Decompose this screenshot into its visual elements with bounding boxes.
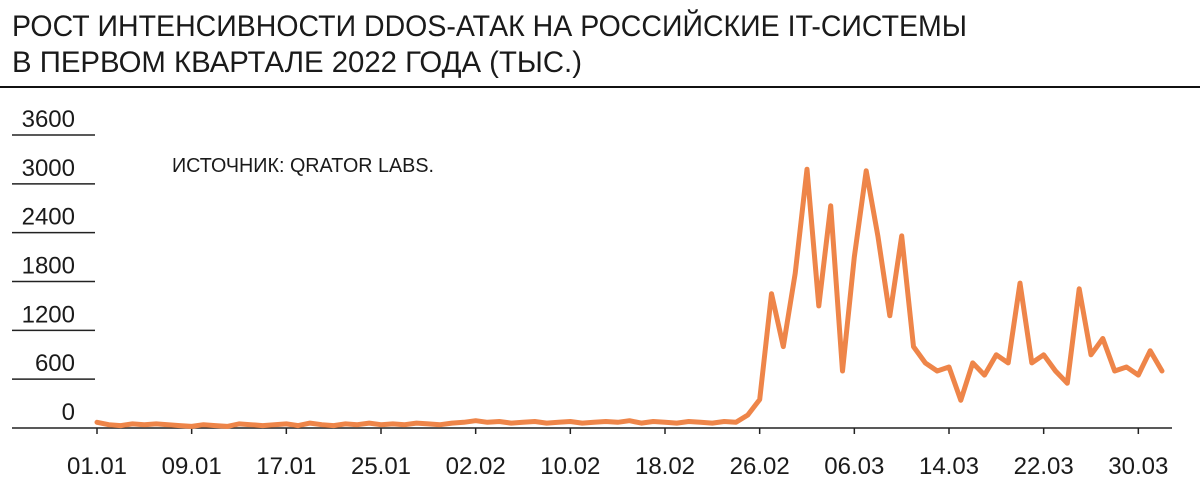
y-tick-label: 1800 (22, 253, 75, 280)
y-tick-label: 0 (62, 399, 75, 426)
chart-title: В ПЕРВОМ КВАРТАЛЕ 2022 ГОДА (ТЫС.) (12, 46, 582, 79)
x-tick-label: 10.02 (540, 453, 600, 480)
x-tick-label: 09.01 (162, 453, 222, 480)
x-tick-label: 22.03 (1014, 453, 1074, 480)
y-tick-label: 3600 (22, 106, 75, 133)
x-tick-label: 18.02 (635, 453, 695, 480)
y-tick-label: 1200 (22, 301, 75, 328)
y-tick-label: 2400 (22, 204, 75, 231)
x-tick-label: 30.03 (1108, 453, 1168, 480)
y-tick-label: 600 (35, 350, 75, 377)
x-tick-label: 02.02 (446, 453, 506, 480)
x-tick-label: 06.03 (824, 453, 884, 480)
y-tick-label: 3000 (22, 155, 75, 182)
data-line (94, 166, 1165, 429)
x-tick-label: 14.03 (919, 453, 979, 480)
annotation: ИСТОЧНИК: QRATOR LABS. (172, 155, 434, 177)
x-tick-label: 26.02 (730, 453, 790, 480)
x-tick-label: 25.01 (351, 453, 411, 480)
chart-title: РОСТ ИНТЕНСИВНОСТИ DDOS-АТАК НА РОССИЙСК… (12, 9, 967, 43)
x-tick-label: 17.01 (256, 453, 316, 480)
x-tick-label: 01.01 (67, 453, 127, 480)
